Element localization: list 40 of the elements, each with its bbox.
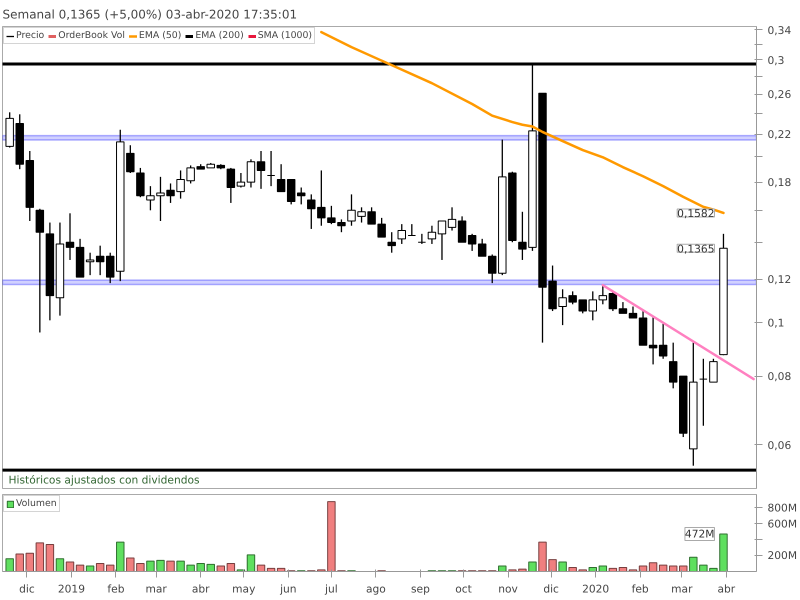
x-tick-label: abr (718, 582, 736, 596)
x-tick-label: abr (192, 582, 210, 596)
y-tick-label: 600M (768, 517, 798, 530)
x-tick-label: oct (455, 582, 472, 596)
x-tick-label: 2019 (58, 582, 86, 596)
x-tick-label: mar (146, 582, 168, 596)
x-tick-label: nov (498, 582, 518, 596)
legend-label: EMA (50) (138, 30, 182, 41)
x-tick-label: jul (324, 582, 338, 596)
legend-label: SMA (1000) (258, 30, 312, 41)
annotation: 0,1365 (677, 242, 714, 256)
x-tick-label: feb (107, 582, 125, 596)
x-tick-label: jun (279, 582, 297, 596)
annotation: Históricos ajustados con dividendos (8, 474, 200, 486)
annotation: 0,1582 (677, 206, 714, 220)
x-tick-label: dic (19, 582, 35, 596)
y-tick-label: 0,3 (768, 54, 784, 67)
y-tick-label: 800M (768, 501, 798, 514)
x-tick-label: feb (632, 582, 649, 596)
y-tick-label: 0,08 (768, 370, 792, 384)
y-tick-label: 0,1 (768, 316, 784, 330)
legend-label: Precio (16, 30, 44, 41)
y-tick-label: 0,26 (768, 88, 792, 102)
y-tick-label: 200M (768, 549, 798, 562)
x-tick-label: mar (671, 582, 694, 596)
y-tick-label: 0,34 (768, 24, 792, 37)
annotation: 472M (684, 528, 714, 541)
y-tick-label: 0,06 (768, 438, 792, 452)
x-tick-label: dic (543, 582, 560, 596)
y-tick-label: 0,12 (768, 273, 792, 286)
legend-label: OrderBook Vol (58, 30, 125, 41)
x-tick-label: 2020 (582, 582, 610, 596)
y-tick-label: 0,22 (768, 128, 792, 142)
chart-title: Semanal 0,1365 (+5,00%) 03-abr-2020 17:35:01 (2, 8, 298, 22)
legend-label: EMA (200) (195, 30, 244, 41)
x-tick-label: sep (410, 582, 430, 596)
x-tick-label: ago (366, 582, 386, 596)
legend-label: Volumen (16, 498, 57, 509)
x-tick-label: may (232, 582, 256, 596)
y-tick-label: 0,18 (768, 176, 792, 190)
